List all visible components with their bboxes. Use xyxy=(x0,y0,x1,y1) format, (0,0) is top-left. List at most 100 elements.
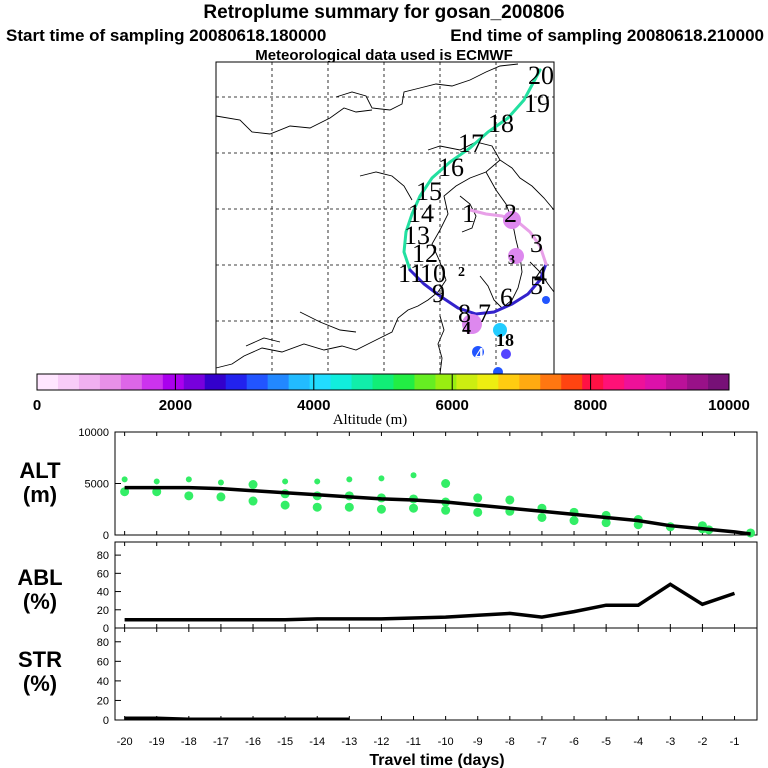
x-tick-label: -12 xyxy=(373,736,389,748)
colorbar-swatch xyxy=(561,374,583,390)
alt-scatter-point xyxy=(441,505,451,515)
y-tick-label: 40 xyxy=(97,676,109,688)
trajectory-segment-high xyxy=(402,68,542,272)
day-label: 6 xyxy=(500,283,513,312)
x-tick-label: -8 xyxy=(505,736,515,748)
alt-scatter-point xyxy=(376,504,386,514)
altitude-colorbar xyxy=(36,373,730,391)
alt-scatter-point xyxy=(217,479,224,486)
alt-scatter-point xyxy=(184,491,194,501)
alt-scatter-point xyxy=(216,492,226,502)
day-label: 18 xyxy=(488,109,514,138)
y-tick-label: 0 xyxy=(103,623,109,635)
colorbar-swatch xyxy=(183,374,206,390)
colorbar-tick-label: 2000 xyxy=(159,397,192,414)
y-tick-label: 80 xyxy=(97,550,109,562)
colorbar-swatch xyxy=(519,374,541,390)
colorbar-swatch xyxy=(624,374,646,390)
chart-title: Retroplume summary for gosan_200806 xyxy=(203,2,565,23)
alt-scatter-point xyxy=(537,512,547,522)
str-panel-unit: (%) xyxy=(23,671,57,696)
y-tick-label: 60 xyxy=(97,568,109,580)
panel-abl: 0 20 40 60 80 xyxy=(97,541,758,635)
x-axis-title: Travel time (days) xyxy=(369,752,504,768)
trajectory-point xyxy=(501,349,511,359)
colorbar-swatch xyxy=(288,374,311,390)
str-panel-label: STR xyxy=(18,647,62,672)
day-label: 10 xyxy=(420,259,446,288)
colorbar-swatch xyxy=(372,374,394,390)
colorbar-swatch xyxy=(57,374,80,390)
day-label: 17 xyxy=(458,129,484,158)
colorbar-label: Altitude (m) xyxy=(333,412,408,428)
y-tick-label: 10000 xyxy=(78,427,109,439)
alt-panel-label: ALT xyxy=(19,458,61,483)
x-tick-label: -20 xyxy=(117,736,133,748)
colorbar-swatch xyxy=(414,374,436,390)
trajectory-point xyxy=(462,314,482,334)
time-series-panels: 0 5000 10000 0 20 40 60 80 0 20 40 60 80 -20 -19 -18 -17… xyxy=(78,427,758,748)
x-tick-label: -2 xyxy=(698,736,708,748)
y-tick-label: 80 xyxy=(97,637,109,649)
day-label: 7 xyxy=(478,299,491,328)
colorbar-swatch xyxy=(603,374,625,390)
day-label: 13 xyxy=(404,221,430,250)
point-label: 3 xyxy=(508,253,515,268)
colorbar-tick-label: 8000 xyxy=(574,397,607,414)
point-label: 2 xyxy=(458,265,465,280)
colorbar-tick-label: 10000 xyxy=(708,397,750,414)
x-tick-label: -14 xyxy=(309,736,325,748)
met-data-label: Meteorological data used is ECMWF xyxy=(255,47,513,64)
y-tick-label: 0 xyxy=(103,715,109,727)
alt-scatter-point xyxy=(185,476,192,483)
alt-scatter-point xyxy=(344,502,354,512)
x-tick-label: -16 xyxy=(245,736,261,748)
end-time-label: End time of sampling 20080618.210000 xyxy=(450,26,764,45)
colorbar-tick-label: 6000 xyxy=(436,397,469,414)
alt-scatter-point xyxy=(314,478,321,485)
colorbar-swatch xyxy=(78,374,101,390)
alt-scatter-point xyxy=(505,495,515,505)
alt-scatter-point xyxy=(248,480,258,490)
y-tick-label: 20 xyxy=(97,605,109,617)
x-tick-label: -15 xyxy=(277,736,293,748)
colorbar-swatch xyxy=(99,374,122,390)
trajectory-point xyxy=(493,323,507,337)
day-label: 12 xyxy=(412,239,438,268)
colorbar-swatch xyxy=(120,374,143,390)
str-series-line xyxy=(124,716,350,721)
day-label: 2 xyxy=(504,199,517,228)
alt-series-line xyxy=(124,485,751,536)
alt-scatter-point xyxy=(282,478,289,485)
colorbar-swatch xyxy=(204,374,227,390)
alt-scatter-point xyxy=(410,472,417,479)
colorbar-swatch xyxy=(37,374,59,390)
point-label: 18 xyxy=(496,330,514,350)
colorbar-swatch xyxy=(141,374,164,390)
alt-scatter-point xyxy=(441,479,451,488)
alt-scatter-point xyxy=(346,476,353,483)
colorbar-tick-label: 4000 xyxy=(297,397,330,414)
start-time-label: Start time of sampling 20080618.180000 xyxy=(6,26,327,45)
day-label: 20 xyxy=(528,61,554,90)
x-tick-label: -5 xyxy=(601,736,611,748)
alt-scatter-point xyxy=(473,493,483,503)
trajectory-point xyxy=(503,211,521,229)
point-label: 14 xyxy=(466,344,484,364)
colorbar-swatch xyxy=(225,374,248,390)
x-tick-label: -10 xyxy=(438,736,454,748)
colorbar-swatch xyxy=(498,374,520,390)
colorbar-swatch xyxy=(162,374,185,390)
day-label: 5 xyxy=(530,271,543,300)
x-tick-label: -6 xyxy=(569,736,579,748)
colorbar-swatch xyxy=(540,374,562,390)
colorbar-swatch xyxy=(267,374,290,390)
x-tick-label: -11 xyxy=(406,736,421,748)
alt-scatter-point xyxy=(569,516,579,526)
alt-scatter-point xyxy=(120,487,130,497)
x-tick-label: -17 xyxy=(213,736,229,748)
abl-panel-unit: (%) xyxy=(23,589,57,614)
colorbar-swatch xyxy=(708,374,730,390)
